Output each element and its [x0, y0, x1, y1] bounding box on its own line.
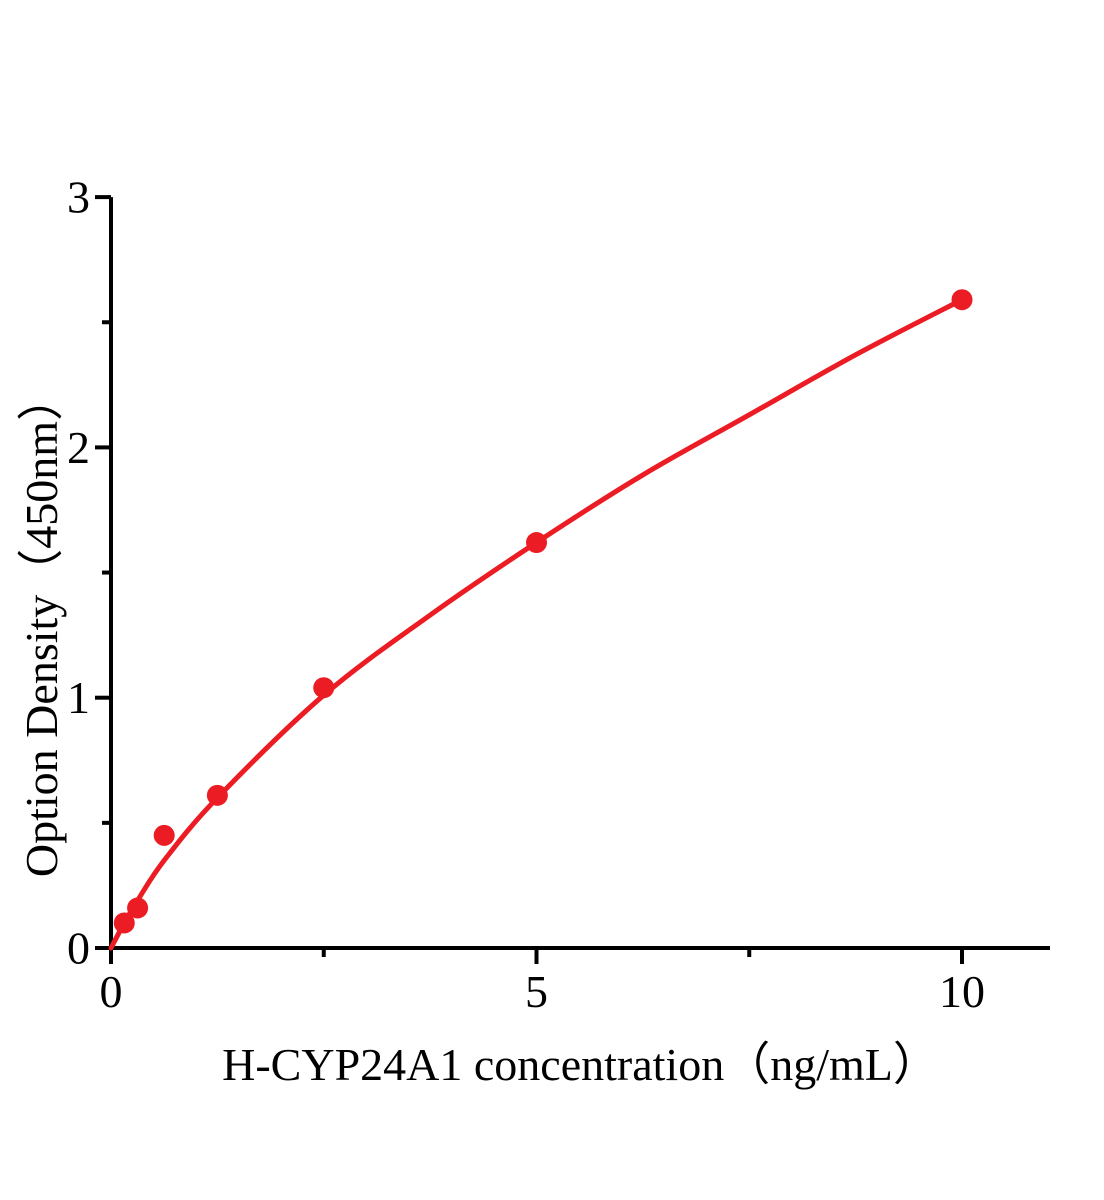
y-tick-label: 3 — [67, 172, 90, 223]
x-tick-label: 0 — [100, 966, 123, 1017]
x-tick-label: 5 — [525, 966, 548, 1017]
data-point — [951, 289, 973, 311]
data-point — [127, 897, 149, 919]
x-axis-title: H-CYP24A1 concentration（ng/mL） — [222, 1039, 939, 1090]
y-axis-title: Option Density（450nm） — [16, 374, 67, 878]
data-point — [153, 824, 175, 846]
data-point — [113, 912, 135, 934]
x-tick-label: 10 — [939, 966, 985, 1017]
y-tick-label: 2 — [67, 422, 90, 473]
data-point — [206, 784, 228, 806]
data-point — [313, 677, 335, 699]
fit-curve — [108, 297, 965, 951]
data-point — [526, 532, 547, 554]
y-tick-label: 0 — [67, 923, 90, 974]
y-tick-label: 1 — [67, 672, 90, 723]
